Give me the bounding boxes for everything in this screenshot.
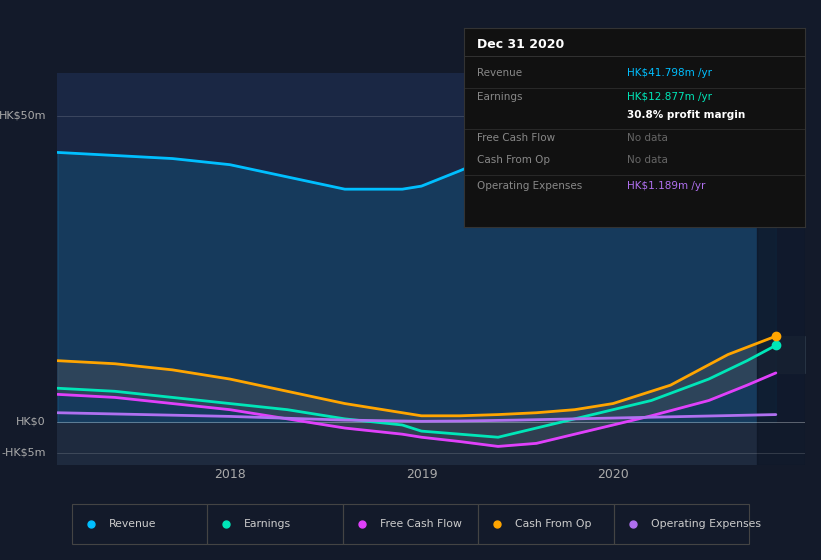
Text: Dec 31 2020: Dec 31 2020 (478, 38, 565, 51)
Bar (57, 422, 805, 465)
Bar (57, 73, 805, 422)
Text: HK$41.798m /yr: HK$41.798m /yr (627, 68, 713, 78)
Text: Revenue: Revenue (108, 519, 156, 529)
Text: Cash From Op: Cash From Op (516, 519, 592, 529)
Text: Cash From Op: Cash From Op (478, 155, 551, 165)
Text: HK$12.877m /yr: HK$12.877m /yr (627, 92, 713, 101)
Text: HK$0: HK$0 (16, 417, 46, 427)
Text: Earnings: Earnings (245, 519, 291, 529)
Text: 2020: 2020 (597, 468, 629, 481)
Bar (757, 73, 805, 465)
Text: Free Cash Flow: Free Cash Flow (478, 133, 556, 143)
Text: Earnings: Earnings (478, 92, 523, 101)
Text: Operating Expenses: Operating Expenses (478, 181, 583, 191)
Text: No data: No data (627, 133, 668, 143)
Text: Revenue: Revenue (478, 68, 523, 78)
Text: 2018: 2018 (214, 468, 245, 481)
Text: HK$50m: HK$50m (0, 111, 46, 120)
Text: 30.8% profit margin: 30.8% profit margin (627, 110, 745, 119)
Text: No data: No data (627, 155, 668, 165)
Text: HK$1.189m /yr: HK$1.189m /yr (627, 181, 706, 191)
Text: 2019: 2019 (406, 468, 438, 481)
Text: -HK$5m: -HK$5m (2, 447, 46, 458)
Text: Operating Expenses: Operating Expenses (650, 519, 760, 529)
Text: Free Cash Flow: Free Cash Flow (380, 519, 461, 529)
